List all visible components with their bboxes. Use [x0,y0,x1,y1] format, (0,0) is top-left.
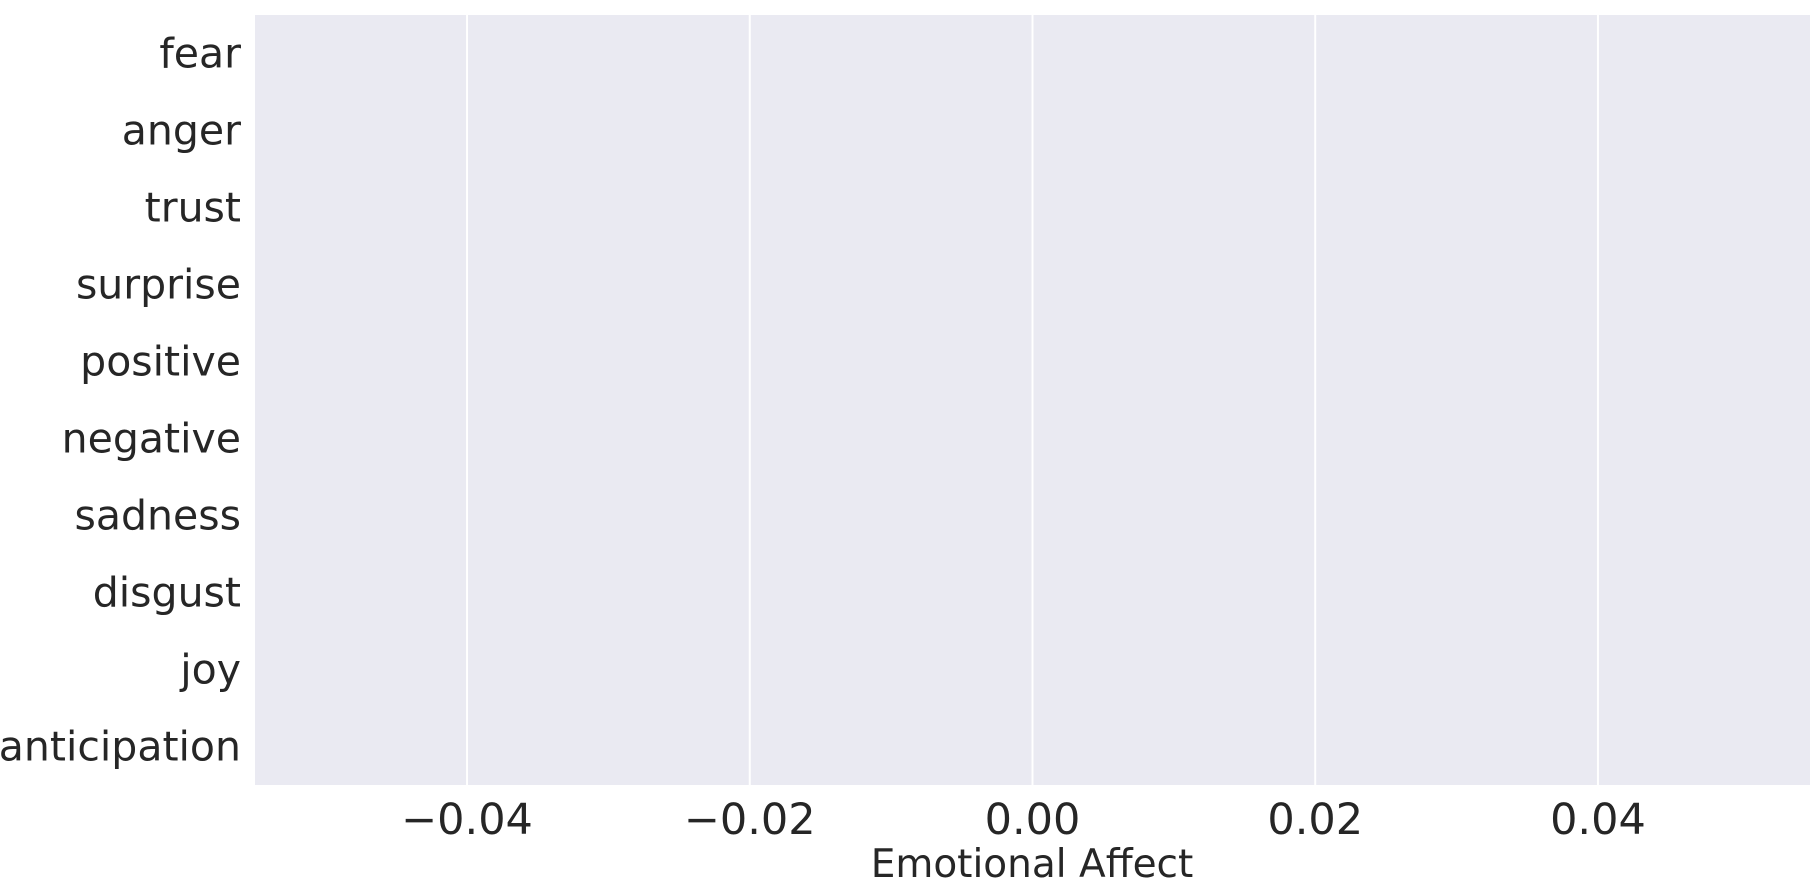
category-label: negative [62,415,241,463]
category-label: joy [179,646,241,694]
category-label: sadness [75,492,241,540]
category-label: surprise [76,261,241,309]
x-tick-label: 0.00 [985,795,1081,845]
category-label: disgust [93,569,241,617]
x-tick-label: −0.02 [684,795,816,845]
category-label: trust [145,184,241,232]
category-label: positive [80,338,241,386]
grid-lines [466,15,1599,785]
category-labels: fear anger trust surprise positive negative sa… [0,30,241,771]
x-tick-label: 0.02 [1267,795,1363,845]
x-tick-labels: −0.04 −0.02 0.00 0.02 0.04 [401,795,1646,845]
x-axis-title: Emotional Affect [871,842,1194,887]
category-label: anger [122,107,241,155]
category-label: anticipation [0,723,241,771]
category-label: fear [159,30,241,78]
x-tick-label: 0.04 [1550,795,1646,845]
x-tick-label: −0.04 [401,795,533,845]
